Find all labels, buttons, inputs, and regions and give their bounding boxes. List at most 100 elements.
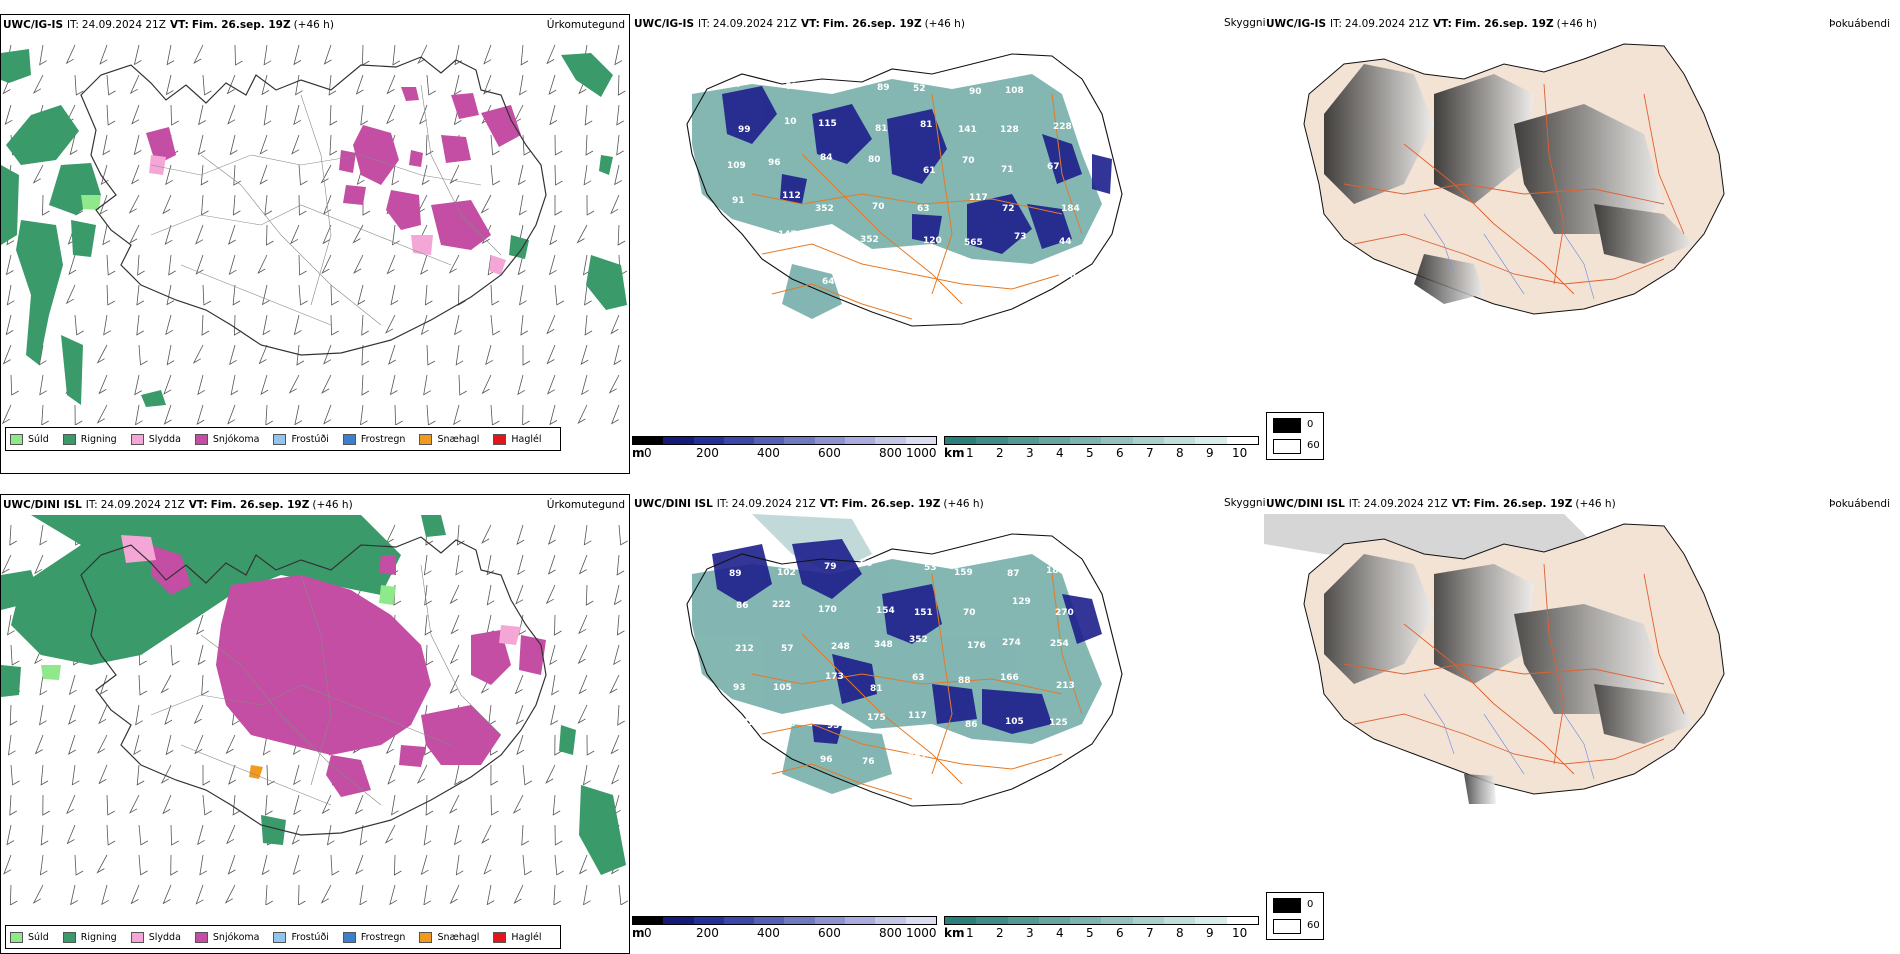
visibility-label: 112 <box>782 191 801 201</box>
wind-barb <box>330 854 340 876</box>
legend-item-haglel: Haglél <box>493 931 542 943</box>
wind-barb <box>195 884 204 905</box>
wind-barb <box>160 674 172 694</box>
legend-item-snaehagl: Snæhagl <box>419 931 479 943</box>
fog-map <box>1303 43 1725 315</box>
wind-barb <box>361 374 370 396</box>
wind-barb <box>357 284 366 306</box>
visibility-label: 61 <box>869 277 882 287</box>
wind-barb <box>522 345 531 366</box>
fog-legend-label: 0 <box>1307 419 1314 430</box>
wind-barb <box>517 374 526 396</box>
visibility-label: 352 <box>909 635 928 645</box>
colorbar-swatch <box>1101 437 1133 444</box>
visibility-label: 228 <box>1053 122 1072 132</box>
legend-swatch <box>194 931 208 943</box>
legend-item-sudl: Súld <box>10 931 49 943</box>
colorbar-swatch <box>976 437 1008 444</box>
wind-barb <box>423 554 432 576</box>
wind-barb <box>420 314 429 336</box>
wind-barb <box>490 164 501 186</box>
visibility-label: 187 <box>1046 566 1065 576</box>
wind-barb <box>170 644 180 666</box>
wind-barb <box>261 284 270 306</box>
wind-barb <box>233 314 242 336</box>
visibility-label: 105 <box>773 683 792 693</box>
visibility-label: 57 <box>781 644 794 654</box>
colorbar-swatch <box>814 917 846 924</box>
wind-barb <box>65 284 76 305</box>
colorbar-tick: 600 <box>818 926 841 940</box>
roads <box>751 573 1083 800</box>
visibility-label: 52 <box>913 84 926 94</box>
wind-barb <box>453 74 462 96</box>
wind-barb <box>32 164 44 184</box>
visibility-label: 84 <box>820 153 833 163</box>
wind-barb <box>66 794 76 815</box>
visibility-colorbar-row2: km 1 2 3 4 5 6 7 8 9 10 <box>944 916 1264 942</box>
wind-barb <box>423 374 431 396</box>
wind-barb <box>131 104 140 125</box>
wind-barb <box>426 74 436 96</box>
legend-item-frostregn: Frostregn <box>342 931 405 943</box>
wind-barb <box>292 854 301 876</box>
wind-barb <box>424 614 433 636</box>
wind-barb <box>320 884 332 904</box>
colorbar-swatch <box>945 917 977 924</box>
visibility-label: 88 <box>958 676 971 686</box>
legend-swatch <box>62 433 76 445</box>
wind-barb <box>202 284 212 306</box>
visibility-colorbar-row1: km 1 2 3 4 5 6 7 8 9 10 <box>944 436 1264 462</box>
wind-barb <box>490 134 500 156</box>
wind-barb <box>228 254 237 276</box>
visibility-label: 93 <box>733 683 746 693</box>
colorbar-swatch <box>1164 437 1196 444</box>
visibility-label: 184 <box>1061 204 1080 214</box>
visibility-label: 105 <box>1005 717 1024 727</box>
wind-barb <box>138 674 148 696</box>
colorbar-swatch <box>814 437 846 444</box>
wind-barb <box>389 884 398 905</box>
wind-barb <box>259 134 268 155</box>
wind-barb <box>192 344 204 364</box>
wind-barb <box>416 764 428 784</box>
wind-barb <box>99 674 108 695</box>
wind-barb <box>293 794 301 816</box>
wind-barb <box>384 824 396 844</box>
wind-barb <box>39 374 47 396</box>
colorbar-swatch <box>633 437 664 444</box>
init-time-label: IT: <box>1330 18 1342 30</box>
wind-barb <box>545 764 556 784</box>
visibility-label: 125 <box>1049 718 1068 728</box>
wind-barb <box>290 224 300 245</box>
wind-barb <box>359 884 368 905</box>
wind-barb <box>449 584 460 605</box>
legend-swatch <box>10 931 23 943</box>
wind-barb <box>388 344 396 365</box>
visibility-label: 67 <box>1047 162 1060 172</box>
visibility-label: 64 <box>771 758 784 768</box>
colorbar-swatch <box>723 917 755 924</box>
visibility-label: 154 <box>876 606 895 616</box>
wind-barb <box>425 644 434 666</box>
wind-barb <box>328 74 337 96</box>
wind-barb <box>361 314 369 336</box>
valid-time: Fim. 26.sep. 19Z <box>822 18 922 30</box>
legend-item-snaehagl: Snæhagl <box>419 433 479 445</box>
wind-barb <box>202 74 212 96</box>
colorbar-swatch <box>845 917 876 924</box>
wind-barbs <box>1 44 628 425</box>
wind-barb <box>70 884 78 905</box>
wind-barb <box>385 524 396 545</box>
wind-barb <box>96 734 108 754</box>
visibility-label: 81 <box>870 684 883 694</box>
wind-barb <box>228 764 236 785</box>
wind-barb <box>133 734 142 756</box>
wind-barb <box>259 164 268 185</box>
wind-barb <box>195 254 204 275</box>
colorbar-swatch <box>945 437 977 444</box>
wind-barb <box>165 314 173 336</box>
valid-time-label: VT: <box>188 499 208 511</box>
colorbar-swatch <box>1007 437 1039 444</box>
wind-barb <box>10 374 19 396</box>
